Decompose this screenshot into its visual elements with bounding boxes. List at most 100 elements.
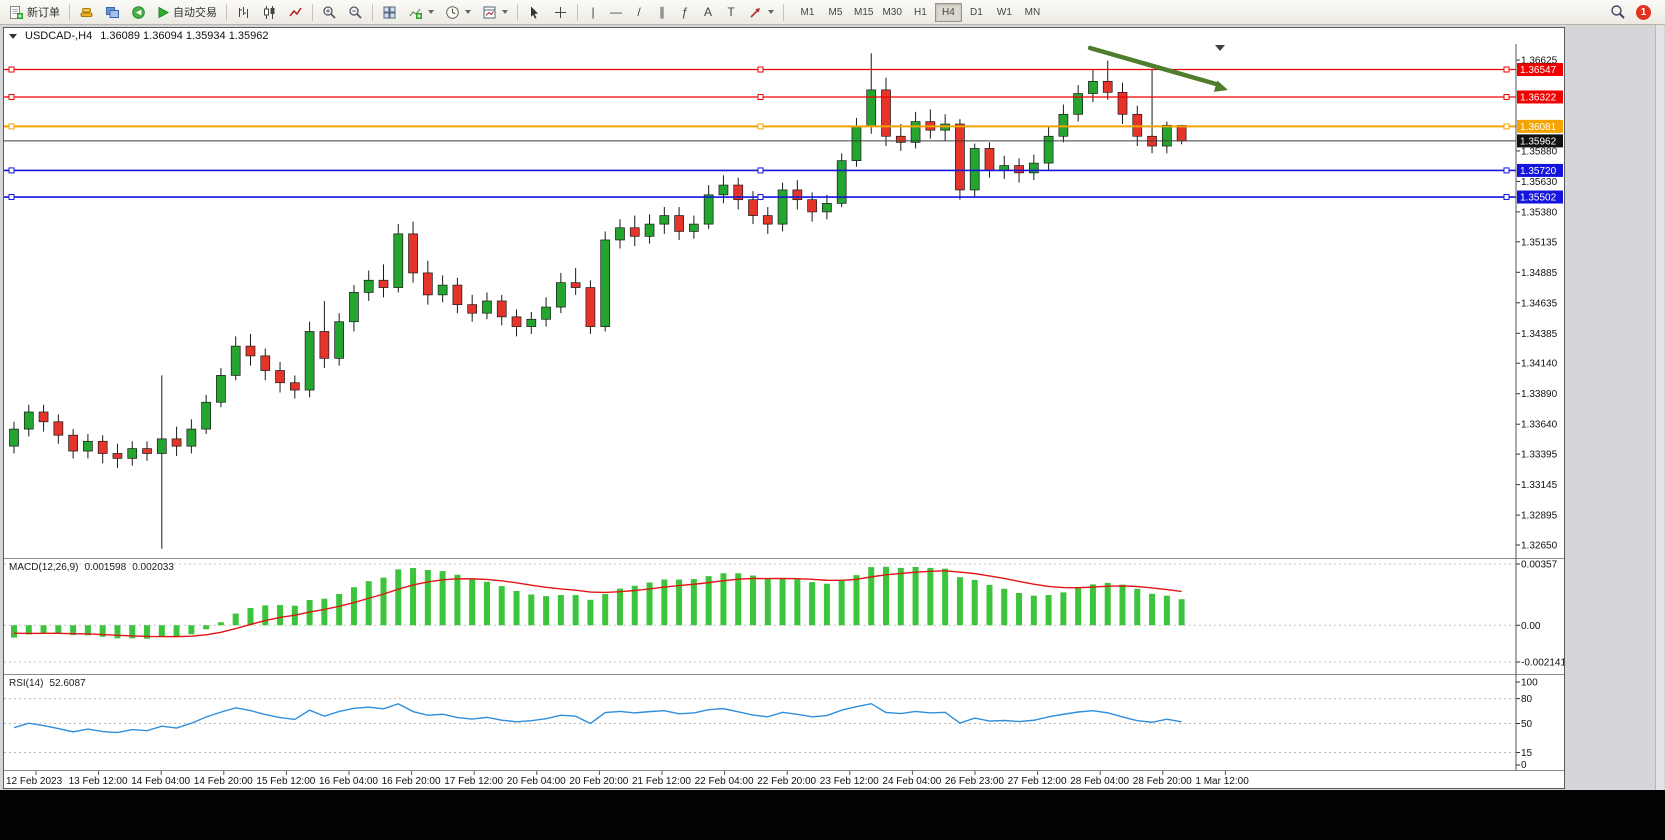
timeframe-d1-button[interactable]: D1 [963, 3, 990, 22]
toolbar-right-group: 1 [1610, 4, 1661, 20]
horizontal-line-tool-button[interactable]: — [605, 2, 627, 23]
candle-body [570, 282, 581, 288]
line-handle[interactable] [1503, 66, 1510, 73]
candle-body [526, 318, 537, 327]
navigator-button[interactable] [100, 2, 125, 23]
trend-arrow-head[interactable] [1213, 80, 1228, 92]
timeframe-h4-button[interactable]: H4 [934, 2, 962, 22]
line-handle[interactable] [8, 167, 15, 174]
candle-body [1058, 113, 1069, 137]
crosshair-button[interactable] [548, 2, 573, 23]
price-tag [1517, 63, 1563, 77]
timeframe-m15-button[interactable]: M15 [850, 3, 877, 22]
timeframe-m5-button[interactable]: M5 [822, 3, 849, 22]
price-tag-label: 1.36547 [1520, 65, 1557, 76]
vertical-scrollbar[interactable] [1655, 25, 1664, 790]
candle-body [127, 448, 138, 459]
new-order-button[interactable]: 新订单 [4, 2, 65, 23]
candle-body [910, 121, 921, 143]
bar-chart-icon [239, 6, 248, 18]
macd-axis-label: 0.00 [1521, 621, 1541, 632]
timeframe-w1-button[interactable]: W1 [991, 3, 1018, 22]
candle-body [230, 345, 241, 376]
auto-trading-label: 自动交易 [173, 7, 217, 19]
new-order-label: 新订单 [27, 7, 60, 19]
time-axis-label: 27 Feb 12:00 [1008, 776, 1067, 787]
y-tick-label: 1.34385 [1521, 329, 1558, 340]
market-watch-button[interactable] [74, 2, 99, 23]
trendline-tool-button[interactable]: / [628, 2, 650, 23]
fibonacci-tool-button[interactable]: ƒ [674, 2, 696, 23]
terminal-button[interactable] [126, 2, 151, 23]
tile-windows-button[interactable] [377, 2, 402, 23]
market-watch-icon [80, 7, 93, 17]
time-axis-label: 28 Feb 04:00 [1070, 776, 1129, 787]
price-tag-label: 1.35720 [1520, 166, 1557, 177]
candle-body [644, 223, 655, 237]
label-tool-button[interactable]: T [720, 2, 742, 23]
line-chart-button[interactable] [283, 2, 308, 23]
price-tag-label: 1.36081 [1520, 122, 1557, 133]
line-handle[interactable] [757, 123, 764, 130]
search-icon[interactable] [1610, 4, 1626, 20]
y-tick-label: 1.35630 [1521, 177, 1558, 188]
indicators-button[interactable] [403, 2, 439, 23]
price-tag-label: 1.35502 [1520, 193, 1557, 204]
cursor-button[interactable] [522, 2, 547, 23]
periods-button[interactable] [440, 2, 476, 23]
line-handle[interactable] [8, 93, 15, 100]
candlestick-chart-button[interactable] [257, 2, 282, 23]
vertical-line-tool-button[interactable]: | [582, 2, 604, 23]
candle-body [792, 189, 803, 201]
time-axis-label: 20 Feb 04:00 [507, 776, 566, 787]
candle-body [615, 227, 625, 241]
timeframe-h1-button[interactable]: H1 [907, 3, 934, 22]
candle-body [393, 233, 404, 288]
time-axis-label: 14 Feb 20:00 [194, 776, 253, 787]
candle-body [866, 89, 877, 127]
line-handle[interactable] [757, 93, 764, 100]
line-handle[interactable] [757, 66, 764, 73]
y-tick-label: 1.32650 [1521, 541, 1558, 552]
zoom-out-button[interactable] [343, 2, 368, 23]
channel-tool-button[interactable]: ∥ [651, 2, 673, 23]
main-toolbar: 新订单 自动交易 [0, 0, 1665, 25]
rsi-axis-label: 0 [1521, 760, 1527, 771]
candle-body [83, 440, 93, 452]
line-handle[interactable] [8, 194, 15, 201]
collapse-chart-icon[interactable] [9, 33, 17, 39]
notification-badge[interactable]: 1 [1636, 4, 1651, 20]
timeframe-m30-button[interactable]: M30 [878, 3, 905, 22]
line-handle[interactable] [1503, 123, 1510, 130]
y-tick-label: 1.34140 [1521, 359, 1558, 370]
chart-canvas[interactable]: 1.36547 1.36322 1.36081 1.35720 1.35502 1.359… [4, 44, 1564, 788]
line-handle[interactable] [1503, 167, 1510, 174]
y-tick-label: 1.35880 [1521, 146, 1558, 157]
line-handle[interactable] [1503, 93, 1510, 100]
candle-body [482, 300, 492, 314]
candle-body [851, 126, 862, 162]
candle-body [689, 223, 699, 232]
trend-arrow[interactable] [1087, 45, 1219, 87]
line-handle[interactable] [8, 123, 15, 130]
arrows-tool-button[interactable] [743, 2, 779, 23]
line-handle[interactable] [8, 66, 15, 73]
zoom-in-button[interactable] [317, 2, 342, 23]
time-axis-label: 28 Feb 20:00 [1133, 776, 1192, 787]
auto-trading-button[interactable]: 自动交易 [152, 2, 222, 23]
macd-signal-line [13, 570, 1182, 638]
timeframe-mn-button[interactable]: MN [1019, 3, 1046, 22]
templates-button[interactable] [477, 2, 513, 23]
line-handle[interactable] [757, 167, 764, 174]
bar-chart-button[interactable] [231, 2, 256, 23]
line-handle[interactable] [1503, 194, 1510, 201]
auto-trading-icon [158, 6, 170, 18]
text-tool-button[interactable]: A [697, 2, 719, 23]
candle-body [275, 370, 285, 384]
time-axis-label: 16 Feb 20:00 [382, 776, 441, 787]
time-axis-label: 17 Feb 12:00 [444, 776, 503, 787]
line-handle[interactable] [757, 194, 764, 201]
chart-ohlc: 1.36089 1.36094 1.35934 1.35962 [100, 30, 269, 42]
timeframe-m1-button[interactable]: M1 [794, 3, 821, 22]
toolbar-separator [577, 3, 578, 21]
